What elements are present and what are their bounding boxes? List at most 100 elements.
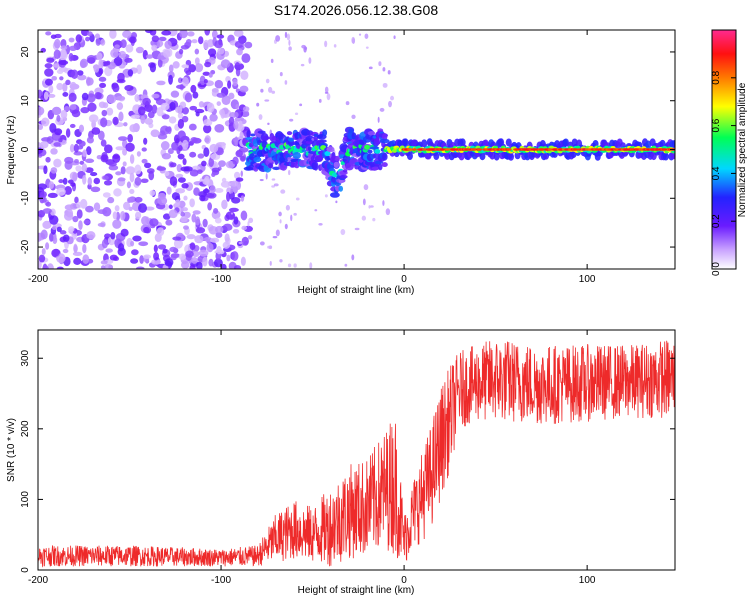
noise-blob <box>143 226 150 234</box>
sparse-blob <box>247 221 250 227</box>
sparse-blob <box>260 88 264 93</box>
noise-blob <box>49 233 54 242</box>
transition-blob <box>378 163 383 171</box>
noise-blob <box>169 162 177 168</box>
noise-blob <box>98 67 104 75</box>
noise-blob <box>211 30 218 39</box>
sparse-blob <box>393 35 396 40</box>
noise-blob <box>125 44 134 53</box>
noise-blob <box>117 72 125 83</box>
noise-blob <box>231 251 239 261</box>
noise-blob <box>151 259 162 265</box>
noise-blob <box>175 199 181 207</box>
noise-blob <box>112 219 122 229</box>
noise-blob <box>73 143 79 153</box>
transition-blob <box>272 166 281 171</box>
noise-blob <box>179 101 187 109</box>
noise-blob <box>233 264 242 269</box>
noise-blob <box>198 36 204 45</box>
noise-blob <box>64 156 74 164</box>
noise-blob <box>73 243 78 254</box>
noise-blob <box>38 124 44 130</box>
noise-blob <box>164 40 172 49</box>
noise-blob <box>62 177 68 185</box>
spec-xtick-label: 100 <box>579 274 596 285</box>
spec-ytick-label: 0 <box>20 146 31 152</box>
noise-blob <box>62 92 69 97</box>
noise-blob <box>177 130 186 141</box>
transition-core <box>324 151 331 157</box>
sparse-blob <box>365 46 369 49</box>
noise-blob <box>156 227 165 237</box>
noise-blob <box>112 116 119 126</box>
noise-blob <box>126 181 132 189</box>
noise-blob <box>158 36 167 42</box>
noise-blob <box>221 141 226 151</box>
noise-blob <box>136 64 142 75</box>
noise-blob <box>123 201 131 211</box>
noise-blob <box>42 220 52 229</box>
noise-blob <box>38 106 45 116</box>
transition-core <box>374 148 381 154</box>
noise-blob <box>226 254 231 262</box>
noise-blob <box>66 208 74 218</box>
noise-blob <box>202 218 208 228</box>
sparse-blob <box>259 241 265 246</box>
noise-blob <box>75 34 82 43</box>
noise-blob <box>47 93 56 98</box>
snr-ylabel: SNR (10 * v/v) <box>6 418 17 482</box>
noise-blob <box>233 171 241 180</box>
noise-blob <box>117 177 126 182</box>
noise-blob <box>113 56 123 66</box>
noise-blob <box>134 211 142 220</box>
noise-blob <box>196 261 203 269</box>
noise-blob <box>144 162 152 169</box>
noise-blob <box>180 211 186 217</box>
sparse-blob <box>284 31 288 39</box>
band-core <box>539 148 545 151</box>
noise-blob <box>99 82 107 89</box>
band-core <box>661 148 667 151</box>
noise-blob <box>145 30 153 34</box>
noise-blob <box>225 211 236 220</box>
snr-xtick-label: -200 <box>28 575 48 586</box>
noise-blob <box>134 176 142 186</box>
noise-blob <box>189 151 197 158</box>
noise-blob <box>204 30 211 36</box>
noise-blob <box>240 156 246 161</box>
noise-blob <box>45 201 52 207</box>
figure-title: S174.2026.056.12.38.G08 <box>274 2 438 18</box>
sparse-blob <box>335 200 338 204</box>
transition-blob <box>319 139 327 143</box>
noise-blob <box>232 156 239 165</box>
noise-blob <box>94 92 102 100</box>
sparse-blob <box>295 197 300 201</box>
band-core <box>514 148 520 151</box>
band-halo <box>562 138 569 147</box>
noise-blob <box>171 141 180 151</box>
noise-blob <box>161 30 172 36</box>
noise-blob <box>51 106 62 116</box>
noise-blob <box>244 41 253 49</box>
noise-blob <box>181 183 189 189</box>
transition-blob <box>333 161 340 168</box>
noise-blob <box>215 232 223 238</box>
noise-blob <box>127 198 135 203</box>
noise-blob <box>110 231 116 240</box>
noise-blob <box>56 114 61 122</box>
noise-blob <box>56 226 62 232</box>
noise-blob <box>139 255 144 264</box>
noise-blob <box>169 176 178 187</box>
sparse-blob <box>264 99 270 102</box>
noise-blob <box>109 30 117 39</box>
noise-blob <box>96 52 103 61</box>
sparse-blob <box>368 205 371 209</box>
noise-blob <box>214 79 224 89</box>
noise-blob <box>49 122 57 133</box>
sparse-blob <box>248 217 254 224</box>
noise-blob <box>192 210 201 215</box>
noise-blob <box>151 35 160 43</box>
noise-blob <box>105 248 113 253</box>
noise-blob <box>209 184 216 194</box>
sparse-blob <box>267 86 273 93</box>
